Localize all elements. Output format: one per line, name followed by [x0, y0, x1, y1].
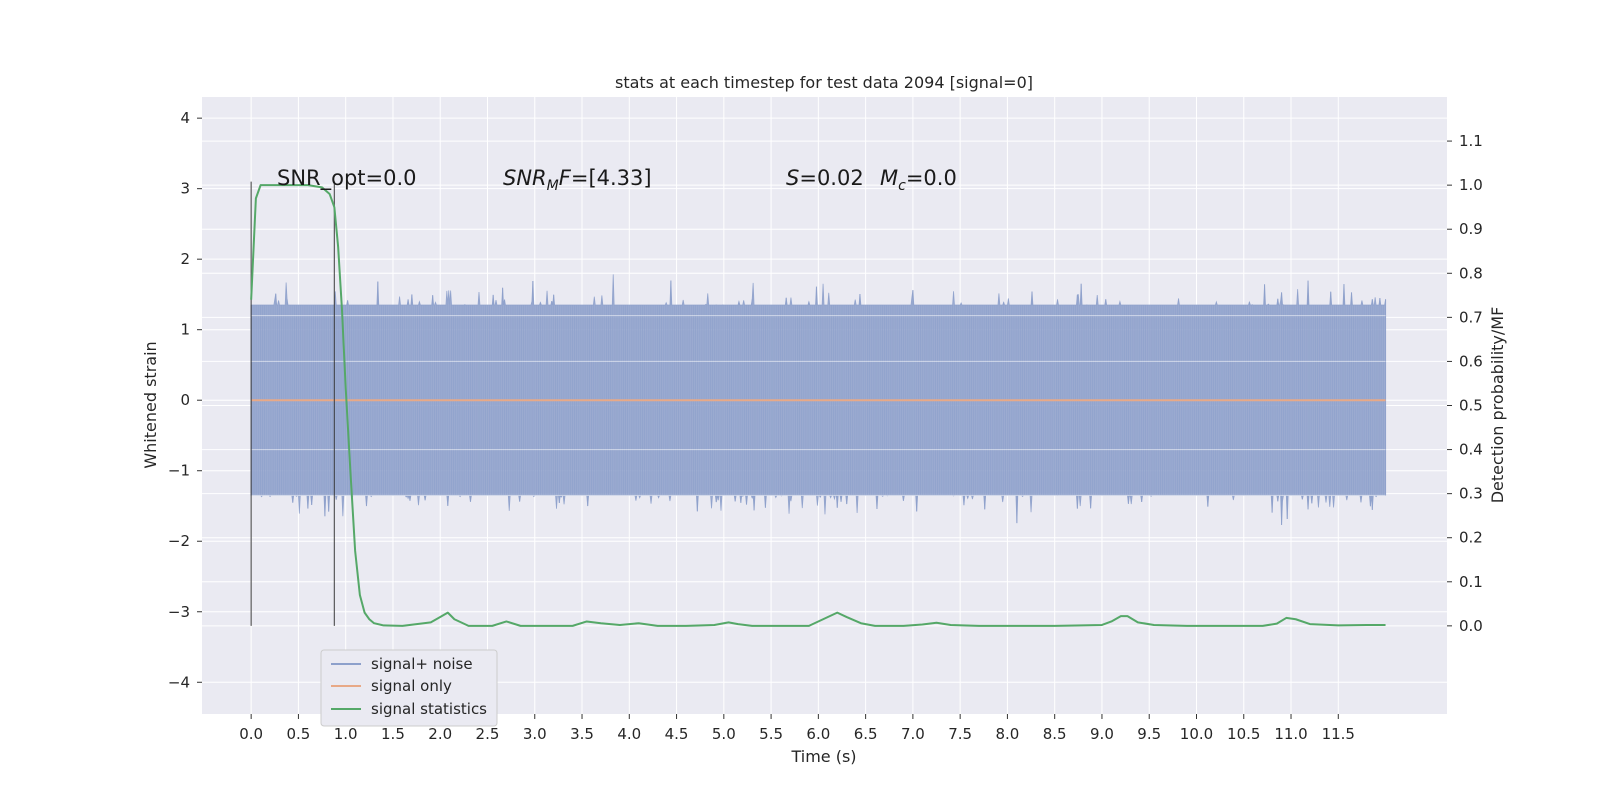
y-tick-label-right: 1.0 [1459, 176, 1483, 194]
x-tick-label: 2.0 [428, 725, 452, 743]
x-tick-label: 5.5 [759, 725, 783, 743]
y-tick-label-right: 0.9 [1459, 220, 1483, 238]
y-tick-label-right: 0.6 [1459, 352, 1483, 370]
x-tick-label: 10.0 [1180, 725, 1213, 743]
y-tick-label-left: 0 [180, 391, 190, 409]
y-tick-label-right: 0.5 [1459, 397, 1483, 415]
legend-box [320, 649, 498, 727]
signal-statistics-series [250, 184, 1386, 627]
annotation-snr-mf: SNRMF=[4.33] [503, 166, 652, 194]
x-tick-label: 11.5 [1322, 725, 1355, 743]
y-tick-label-left: 2 [180, 250, 190, 268]
y-tick-labels-left: 4 3 2 1 0 −1 −2 −3 −4 [168, 109, 202, 691]
x-tick-label: 6.0 [806, 725, 830, 743]
legend-label-signal-only: signal only [371, 677, 452, 695]
y-tick-label-left: −4 [168, 673, 190, 691]
x-tick-label: 3.0 [523, 725, 547, 743]
y-tick-labels-right: 1.1 1.0 0.9 0.8 0.7 0.6 0.5 0.4 0.3 0.2 0.1 0.0 [1447, 132, 1483, 635]
snr-mf-value: [4.33] [588, 166, 651, 190]
y-tick-label-right: 0.3 [1459, 485, 1483, 503]
x-tick-label: 7.5 [948, 725, 972, 743]
x-tick-label: 4.5 [665, 725, 689, 743]
signal-statistics-line [250, 184, 1386, 627]
y-tick-label-left: −2 [168, 532, 190, 550]
x-tick-label: 4.0 [617, 725, 641, 743]
x-tick-label: 1.0 [334, 725, 358, 743]
x-tick-label: 6.5 [854, 725, 878, 743]
y-tick-label-right: 0.8 [1459, 264, 1483, 282]
x-tick-label: 9.0 [1090, 725, 1114, 743]
annotation-mc: Mc=0.0 [880, 166, 957, 194]
y-tick-label-right: 0.1 [1459, 573, 1483, 591]
x-tick-label: 2.5 [476, 725, 500, 743]
x-tick-label: 1.5 [381, 725, 405, 743]
y-tick-label-right: 0.4 [1459, 441, 1483, 459]
y-tick-label-left: −3 [168, 603, 190, 621]
y-tick-label-left: 3 [180, 180, 190, 198]
y-tick-label-right: 0.0 [1459, 617, 1483, 635]
x-tick-label: 11.0 [1274, 725, 1307, 743]
y-tick-label-right: 0.2 [1459, 529, 1483, 547]
annotation-snr-opt: SNR_opt=0.0 [277, 166, 417, 191]
s-value: =0.02 [799, 166, 863, 190]
y-axis-label: Whitened strain [141, 341, 160, 468]
chart-title: stats at each timestep for test data 209… [615, 73, 1033, 92]
y-tick-label-left: 4 [180, 109, 190, 127]
y-tick-label-left: −1 [168, 462, 190, 480]
legend-label-signal-statistics: signal statistics [371, 700, 487, 718]
legend: signal+ noise signal only signal statist… [320, 649, 498, 727]
x-tick-label: 3.5 [570, 725, 594, 743]
annotation-s: S=0.02 [786, 166, 864, 190]
x-tick-label: 7.0 [901, 725, 925, 743]
mc-value: =0.0 [906, 166, 957, 190]
y-tick-label-right: 1.1 [1459, 132, 1483, 150]
x-tick-label: 5.0 [712, 725, 736, 743]
x-tick-label: 0.5 [286, 725, 310, 743]
legend-label-signal-noise: signal+ noise [371, 655, 473, 673]
x-axis-label: Time (s) [790, 747, 856, 766]
y-tick-label-left: 1 [180, 321, 190, 339]
x-tick-label: 8.5 [1043, 725, 1067, 743]
y-axis-label-right: Detection probability/MF [1488, 307, 1507, 504]
x-tick-label: 10.5 [1227, 725, 1260, 743]
y-tick-label-right: 0.7 [1459, 308, 1483, 326]
vertical-markers [250, 181, 335, 626]
x-tick-label: 9.5 [1137, 725, 1161, 743]
x-tick-label: 0.0 [239, 725, 263, 743]
x-tick-label: 8.0 [995, 725, 1019, 743]
x-tick-labels: 0.0 0.5 1.0 1.5 2.0 2.5 3.0 3.5 4.0 4.5 5.0 5.5 6.0 6… [239, 714, 1355, 743]
